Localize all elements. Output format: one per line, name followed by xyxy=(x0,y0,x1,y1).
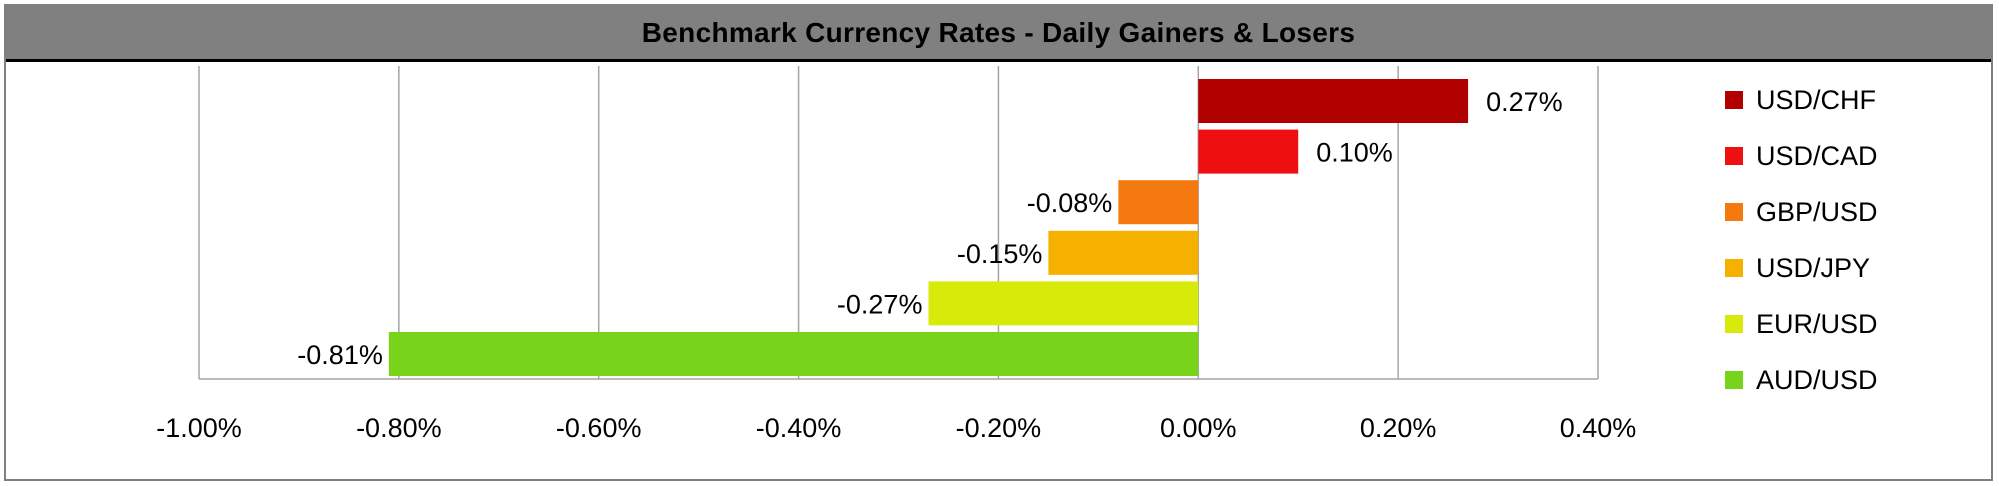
legend-swatch xyxy=(1725,259,1743,277)
chart-title: Benchmark Currency Rates - Daily Gainers… xyxy=(641,16,1356,48)
legend-label: USD/JPY xyxy=(1756,253,1870,283)
bar xyxy=(928,281,1199,326)
x-tick-label: -0.40% xyxy=(756,413,842,443)
x-tick-label: 0.00% xyxy=(1160,413,1237,443)
x-tick-label: 0.20% xyxy=(1360,413,1437,443)
legend-label: AUD/USD xyxy=(1756,365,1878,395)
x-tick-label: -0.60% xyxy=(556,413,642,443)
x-tick-label: -1.00% xyxy=(156,413,242,443)
data-label: 0.10% xyxy=(1316,138,1393,168)
bar xyxy=(1118,180,1199,225)
legend-swatch xyxy=(1725,203,1743,221)
bar xyxy=(388,332,1199,376)
data-label: 0.27% xyxy=(1486,87,1563,117)
chart-frame: Benchmark Currency Rates - Daily Gainers… xyxy=(4,4,1993,481)
data-label: -0.81% xyxy=(297,340,383,370)
data-label: -0.15% xyxy=(957,239,1043,269)
bar xyxy=(1198,79,1469,123)
bar xyxy=(1048,230,1199,275)
x-tick-label: -0.80% xyxy=(356,413,442,443)
legend-label: GBP/USD xyxy=(1756,197,1878,227)
chart-plot: -1.00% -0.80% -0.60% -0.40% -0.20% 0.00% 0.20%… xyxy=(156,66,1878,443)
legend-label: USD/CAD xyxy=(1756,141,1878,171)
legend-swatch xyxy=(1725,315,1743,333)
legend-swatch xyxy=(1725,91,1743,109)
x-tick-label: 0.40% xyxy=(1560,413,1637,443)
legend-swatch xyxy=(1725,371,1743,389)
data-label: -0.08% xyxy=(1027,188,1113,218)
x-tick-label: -0.20% xyxy=(956,413,1042,443)
bar xyxy=(1198,129,1299,174)
legend-swatch xyxy=(1725,147,1743,165)
legend-label: USD/CHF xyxy=(1756,85,1876,115)
legend-label: EUR/USD xyxy=(1756,309,1878,339)
chart-title-bar: Benchmark Currency Rates - Daily Gainers… xyxy=(6,6,1991,62)
data-label: -0.27% xyxy=(837,289,923,319)
